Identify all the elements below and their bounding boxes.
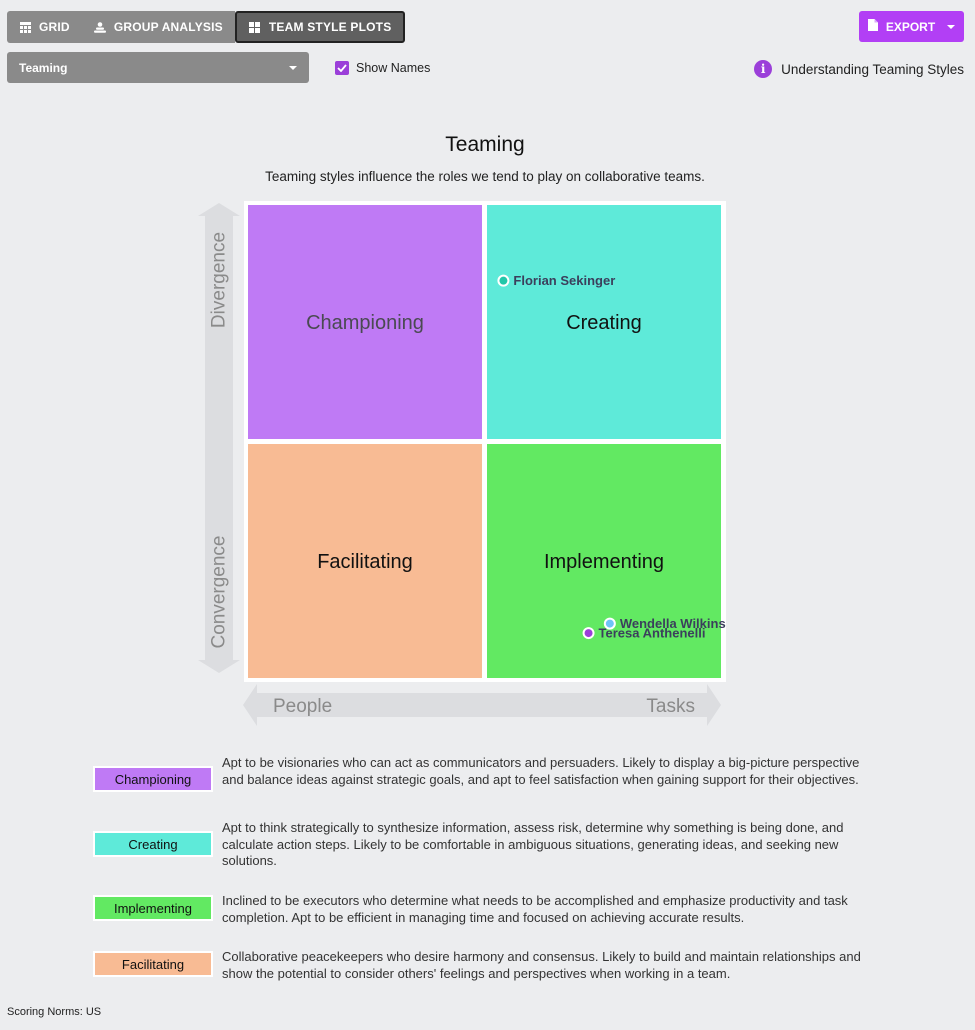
data-point-label-teresa-anthenelli: Teresa Anthenelli — [599, 626, 706, 641]
tab-group-analysis[interactable]: GROUP ANALYSIS — [81, 11, 235, 43]
quadrant-label-facilitating: Facilitating — [317, 551, 413, 573]
quadrant-facilitating — [248, 444, 482, 678]
x-axis-left-label: People — [273, 696, 332, 717]
legend-item-championing: Championing — [93, 766, 213, 792]
quadrant-implementing — [487, 444, 721, 678]
chart-title: Teaming — [445, 133, 525, 156]
show-names-label: Show Names — [356, 61, 431, 75]
legend-description-implementing: Inclined to be executors who determine w… — [222, 893, 848, 925]
quadrant-label-championing: Championing — [306, 312, 424, 334]
legend-swatch-implementing: Implementing — [93, 895, 213, 921]
quadrant-championing — [248, 205, 482, 439]
group-icon — [93, 21, 106, 33]
tab-team-style-plots-label: TEAM STYLE PLOTS — [268, 20, 392, 34]
data-point-teresa-anthenelli[interactable] — [582, 627, 595, 640]
chevron-down-icon — [947, 24, 956, 29]
grid-icon — [19, 21, 31, 33]
legend-description-championing: Apt to be visionaries who can act as com… — [222, 755, 860, 787]
data-point-label-wendella-wilkins: Wendella Wilkins — [620, 616, 726, 631]
show-names-checkbox[interactable] — [335, 61, 349, 75]
scoring-norms: Scoring Norms: US — [7, 1006, 102, 1018]
legend-swatch-facilitating: Facilitating — [93, 951, 213, 977]
legend-item-creating: Creating — [93, 831, 213, 857]
chart-subtitle: Teaming styles influence the roles we te… — [265, 169, 705, 184]
tab-grid[interactable]: GRID — [7, 11, 82, 43]
x-axis-right-label: Tasks — [646, 696, 695, 717]
export-button[interactable]: EXPORT — [859, 11, 964, 42]
show-names-toggle[interactable]: Show Names — [335, 61, 430, 75]
view-tabs: GRID GROUP ANALYSIS TEAM STYLE PLOTS — [7, 11, 406, 43]
data-point-wendella-wilkins[interactable] — [603, 617, 616, 630]
tiles-icon — [249, 21, 261, 33]
quadrant-creating — [487, 205, 721, 439]
info-icon: i — [754, 60, 773, 78]
data-point-label-florian-sekinger: Florian Sekinger — [513, 273, 615, 288]
legend-description-creating: Apt to think strategically to synthesize… — [222, 820, 844, 868]
legend-item-implementing: Implementing — [93, 895, 213, 921]
checkmark-icon — [337, 64, 347, 72]
quadrant-label-creating: Creating — [566, 312, 642, 334]
understanding-styles-link[interactable]: i Understanding Teaming Styles — [754, 60, 964, 78]
y-axis-top-label: Divergence — [209, 232, 230, 328]
teaming-plot: Divergence Convergence People Tasks Cham… — [198, 201, 726, 726]
file-icon — [867, 19, 878, 34]
legend-swatch-creating: Creating — [93, 831, 213, 857]
export-label: EXPORT — [885, 19, 936, 34]
horizontal-axis-arrow — [243, 684, 721, 726]
tab-team-style-plots[interactable]: TEAM STYLE PLOTS — [234, 11, 406, 43]
legend-item-facilitating: Facilitating — [93, 951, 213, 977]
chevron-down-icon — [289, 65, 297, 70]
vertical-axis-arrow — [198, 203, 240, 673]
legend-description-facilitating: Collaborative peacekeepers who desire ha… — [222, 949, 861, 981]
tab-group-analysis-label: GROUP ANALYSIS — [113, 20, 223, 34]
plot-type-select[interactable]: Teaming — [7, 52, 309, 83]
data-point-florian-sekinger[interactable] — [497, 274, 510, 287]
plot-type-value: Teaming — [19, 60, 68, 75]
y-axis-bottom-label: Convergence — [209, 535, 230, 648]
legend-swatch-championing: Championing — [93, 766, 213, 792]
understanding-styles-label: Understanding Teaming Styles — [781, 61, 964, 77]
quadrant-label-implementing: Implementing — [544, 551, 664, 573]
tab-grid-label: GRID — [39, 20, 70, 34]
